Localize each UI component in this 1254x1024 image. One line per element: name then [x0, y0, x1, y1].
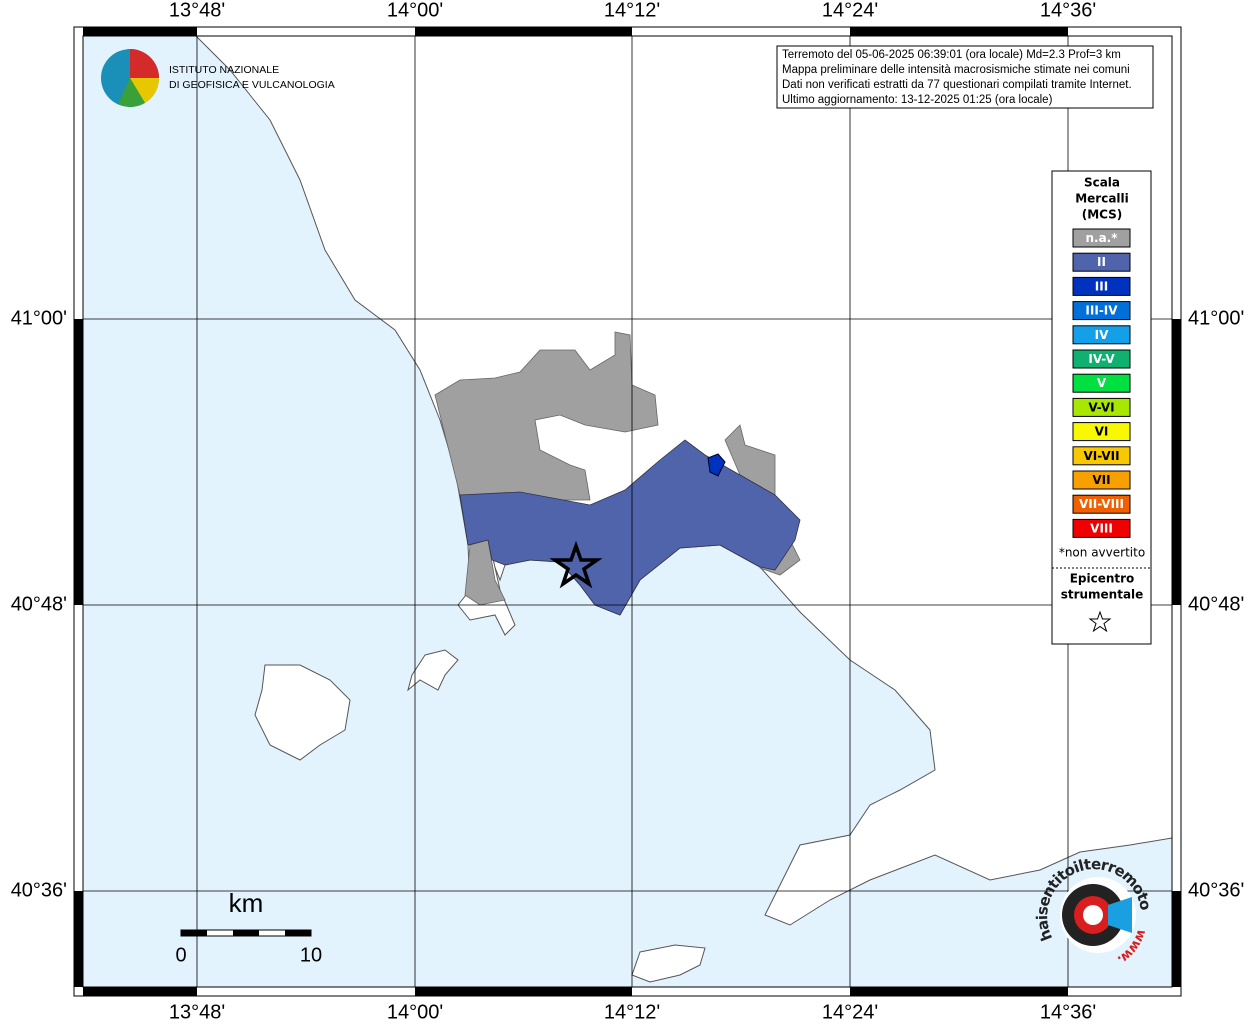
longitude-label: 14°24' — [822, 0, 878, 21]
legend-label: VI — [1095, 425, 1109, 439]
info-text: Terremoto del 05-06-2025 06:39:01 (ora l… — [782, 49, 1132, 106]
logo-segment — [130, 78, 160, 103]
legend-label: V — [1097, 376, 1107, 390]
capri — [631, 944, 706, 983]
logo-segment — [130, 49, 159, 78]
longitude-label: 13°48' — [169, 1001, 225, 1023]
latitude-label: 41°00' — [1188, 307, 1244, 329]
legend-label: III-IV — [1085, 304, 1118, 318]
frame-band — [415, 27, 632, 36]
frame-band — [83, 987, 197, 996]
scale-unit: km — [229, 888, 264, 918]
longitude-label: 14°12' — [604, 1001, 660, 1023]
legend-swatch — [1072, 276, 1131, 296]
watermark-ring — [1083, 905, 1103, 925]
legend-note: *non avvertito — [1059, 546, 1145, 560]
latitude-label: 40°48' — [1188, 593, 1244, 615]
legend-epicenter: Epicentro — [1070, 572, 1135, 586]
latitude-label: 40°48' — [11, 593, 67, 615]
legend-label: II — [1097, 255, 1106, 269]
info-box — [776, 45, 1154, 109]
longitude-label: 13°48' — [169, 0, 225, 21]
frame-band — [74, 891, 83, 987]
legend-label: VIII — [1090, 521, 1113, 535]
scale-bar: km 0 10 — [175, 888, 322, 966]
legend-swatch — [1072, 494, 1131, 514]
info-line: Dati non verificati estratti da 77 quest… — [782, 79, 1132, 91]
legend-label: III — [1095, 279, 1108, 293]
latitude-label: 41°00' — [11, 307, 67, 329]
legend-swatch — [1072, 397, 1131, 417]
scale-bar-segment — [181, 930, 207, 936]
area-intensity-iii — [707, 453, 726, 477]
institute-name: ISTITUTO NAZIONALE — [169, 64, 279, 76]
area-not-felt — [434, 331, 659, 501]
longitude-label: 14°12' — [604, 0, 660, 21]
longitude-label: 14°00' — [387, 1001, 443, 1023]
scale-bar-segment — [285, 930, 311, 936]
institute-name: DI GEOFISICA E VULCANOLOGIA — [169, 79, 335, 91]
longitude-label: 14°36' — [1040, 1001, 1096, 1023]
legend-swatch — [1072, 446, 1131, 466]
longitude-label: 14°36' — [1040, 0, 1096, 21]
legend-swatch — [1072, 373, 1131, 393]
longitude-label: 14°24' — [822, 1001, 878, 1023]
legend-swatch — [1072, 252, 1131, 272]
legend-swatch — [1072, 422, 1131, 442]
legend-swatch — [1072, 470, 1131, 490]
legend-label: V-VI — [1088, 400, 1114, 414]
frame-bands — [74, 27, 1181, 996]
area-intensity-ii — [459, 439, 801, 616]
legend-title: Scala — [1084, 176, 1120, 190]
frame-band — [1172, 891, 1181, 987]
watermark-megaphone — [1108, 897, 1132, 933]
frame-band — [850, 27, 1068, 36]
legend-label: IV — [1095, 328, 1109, 342]
legend-label: IV-V — [1088, 352, 1115, 366]
latitude-label: 40°36' — [11, 879, 67, 901]
legend-label: VI-VII — [1083, 449, 1119, 463]
legend-title: (MCS) — [1082, 208, 1123, 222]
legend-title: Mercalli — [1075, 192, 1129, 206]
map-area — [83, 36, 1172, 987]
graticule: 13°48' 13°48' 14°00' 14°00' 14°12' 14°12' 14°2… — [11, 0, 1245, 1023]
frame-band — [850, 987, 1068, 996]
info-line: Mappa preliminare delle intensità macros… — [782, 64, 1130, 76]
info-line: Terremoto del 05-06-2025 06:39:01 (ora l… — [782, 49, 1121, 61]
scale-label: 0 — [175, 944, 186, 966]
latitude-label: 40°36' — [1188, 879, 1244, 901]
epicenter-star — [549, 540, 603, 589]
legend-swatch — [1072, 518, 1131, 538]
ingv-logo: ISTITUTO NAZIONALE DI GEOFISICA E VULCAN… — [101, 49, 335, 107]
logo-segment — [118, 78, 145, 107]
info-line: Ultimo aggiornamento: 13-12-2025 01:25 (… — [782, 94, 1053, 106]
ischia — [254, 664, 351, 761]
frame-band — [83, 27, 197, 36]
frame-band — [415, 987, 632, 996]
scale-bar-segment — [233, 930, 259, 936]
longitude-label: 14°00' — [387, 0, 443, 21]
legend-swatch — [1072, 325, 1131, 345]
legend: ScalaMercalli(MCS)n.a.*IIIIIIII-IVIVIV-V… — [1052, 176, 1151, 633]
legend-star — [1088, 610, 1112, 633]
legend-swatch — [1072, 349, 1131, 369]
legend-swatch — [1072, 228, 1131, 248]
legend-label: VII-VIII — [1079, 497, 1124, 511]
legend-swatch — [1072, 301, 1131, 321]
legend-epicenter: strumentale — [1061, 588, 1144, 602]
legend-label: n.a.* — [1085, 231, 1118, 245]
procida — [407, 649, 459, 692]
frame-band — [74, 319, 83, 605]
scale-label: 10 — [300, 944, 322, 966]
legend-label: VII — [1092, 473, 1110, 487]
frame-band — [1172, 319, 1181, 605]
